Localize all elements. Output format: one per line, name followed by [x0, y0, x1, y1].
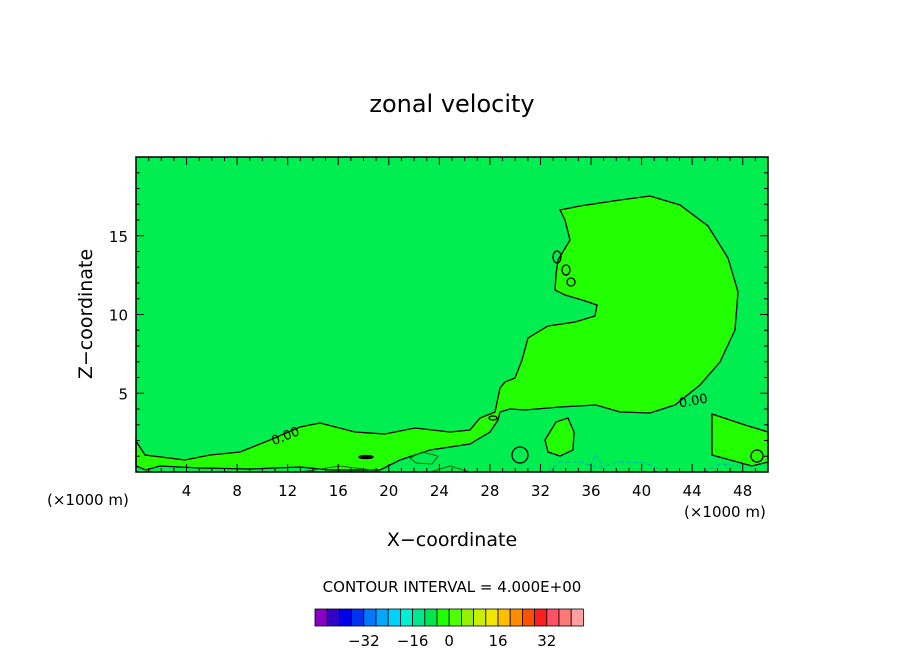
x-tick-label: 40	[632, 482, 651, 500]
x-tick-label: 44	[683, 482, 702, 500]
colorbar-swatch	[424, 608, 438, 627]
y-tick-label: 5	[118, 385, 128, 403]
contour-small-ellipse	[566, 277, 576, 287]
contour-small-ellipse	[511, 446, 529, 464]
x-tick-label: 16	[329, 482, 348, 500]
colorbar-swatch	[338, 608, 352, 627]
x-tick-label: 20	[379, 482, 398, 500]
x-unit-left: (×1000 m)	[47, 491, 129, 509]
colorbar-swatch	[448, 608, 462, 627]
colorbar-labels: −32 −16 0 16 32	[348, 632, 556, 650]
colorbar-swatch	[460, 608, 474, 627]
colorbar-tick-label: −16	[397, 632, 429, 650]
colorbar-swatch	[522, 608, 536, 627]
positive-region	[135, 195, 739, 471]
colorbar-tick-label: 16	[488, 632, 507, 650]
colorbar-swatch	[387, 608, 401, 627]
colorbar-swatch	[534, 608, 548, 627]
colorbar-swatch	[363, 608, 377, 627]
colorbar-swatch	[326, 608, 340, 627]
colorbar-tick-label: −32	[348, 632, 380, 650]
colorbar-swatch	[351, 608, 365, 627]
chart-title: zonal velocity	[369, 90, 534, 118]
colorbar	[314, 608, 584, 627]
contour-negative	[547, 452, 741, 473]
contour-small-ellipse	[358, 454, 374, 460]
x-tick-label: 48	[733, 482, 752, 500]
colorbar-swatch	[399, 608, 413, 627]
contour-small-ellipse	[488, 415, 498, 421]
contour-small-ellipse	[750, 449, 764, 463]
x-tick-label: 12	[278, 482, 297, 500]
axis-ticks	[136, 157, 768, 472]
x-tick-label: 32	[531, 482, 550, 500]
colorbar-swatch	[436, 608, 450, 627]
colorbar-swatch	[412, 608, 426, 627]
x-axis-label: X−coordinate	[387, 529, 517, 551]
colorbar-swatch	[497, 608, 511, 627]
x-tick-label: 36	[581, 482, 600, 500]
colorbar-swatch	[558, 608, 572, 627]
colorbar-swatch	[546, 608, 560, 627]
colorbar-swatch	[314, 608, 328, 627]
y-tick-label: 10	[109, 307, 128, 325]
x-tick-label: 4	[182, 482, 192, 500]
x-tick-label: 28	[480, 482, 499, 500]
colorbar-tick-label: 0	[444, 632, 454, 650]
x-tick-label: 8	[232, 482, 242, 500]
x-tick-label: 24	[430, 482, 449, 500]
contour-label: 0.00	[678, 392, 709, 412]
y-tick-labels: 5 10 15	[109, 228, 128, 404]
plot-area	[135, 156, 769, 473]
colorbar-swatch	[485, 608, 499, 627]
colorbar-tick-label: 32	[537, 632, 556, 650]
colorbar-swatch	[570, 608, 584, 627]
colorbar-swatch	[509, 608, 523, 627]
x-tick-labels: 4 8 12 16 20 24 28 32 36 40 44 48	[182, 482, 752, 500]
y-tick-label: 15	[109, 228, 128, 246]
y-axis-label: Z−coordinate	[75, 249, 97, 379]
colorbar-swatch	[473, 608, 487, 627]
x-unit-right: (×1000 m)	[684, 503, 766, 521]
contour-interval-text: CONTOUR INTERVAL = 4.000E+00	[323, 578, 582, 596]
contour-blob	[544, 417, 575, 457]
contour-small-ellipse	[561, 264, 571, 276]
colorbar-swatch	[375, 608, 389, 627]
contour-small-ellipse	[552, 250, 562, 264]
